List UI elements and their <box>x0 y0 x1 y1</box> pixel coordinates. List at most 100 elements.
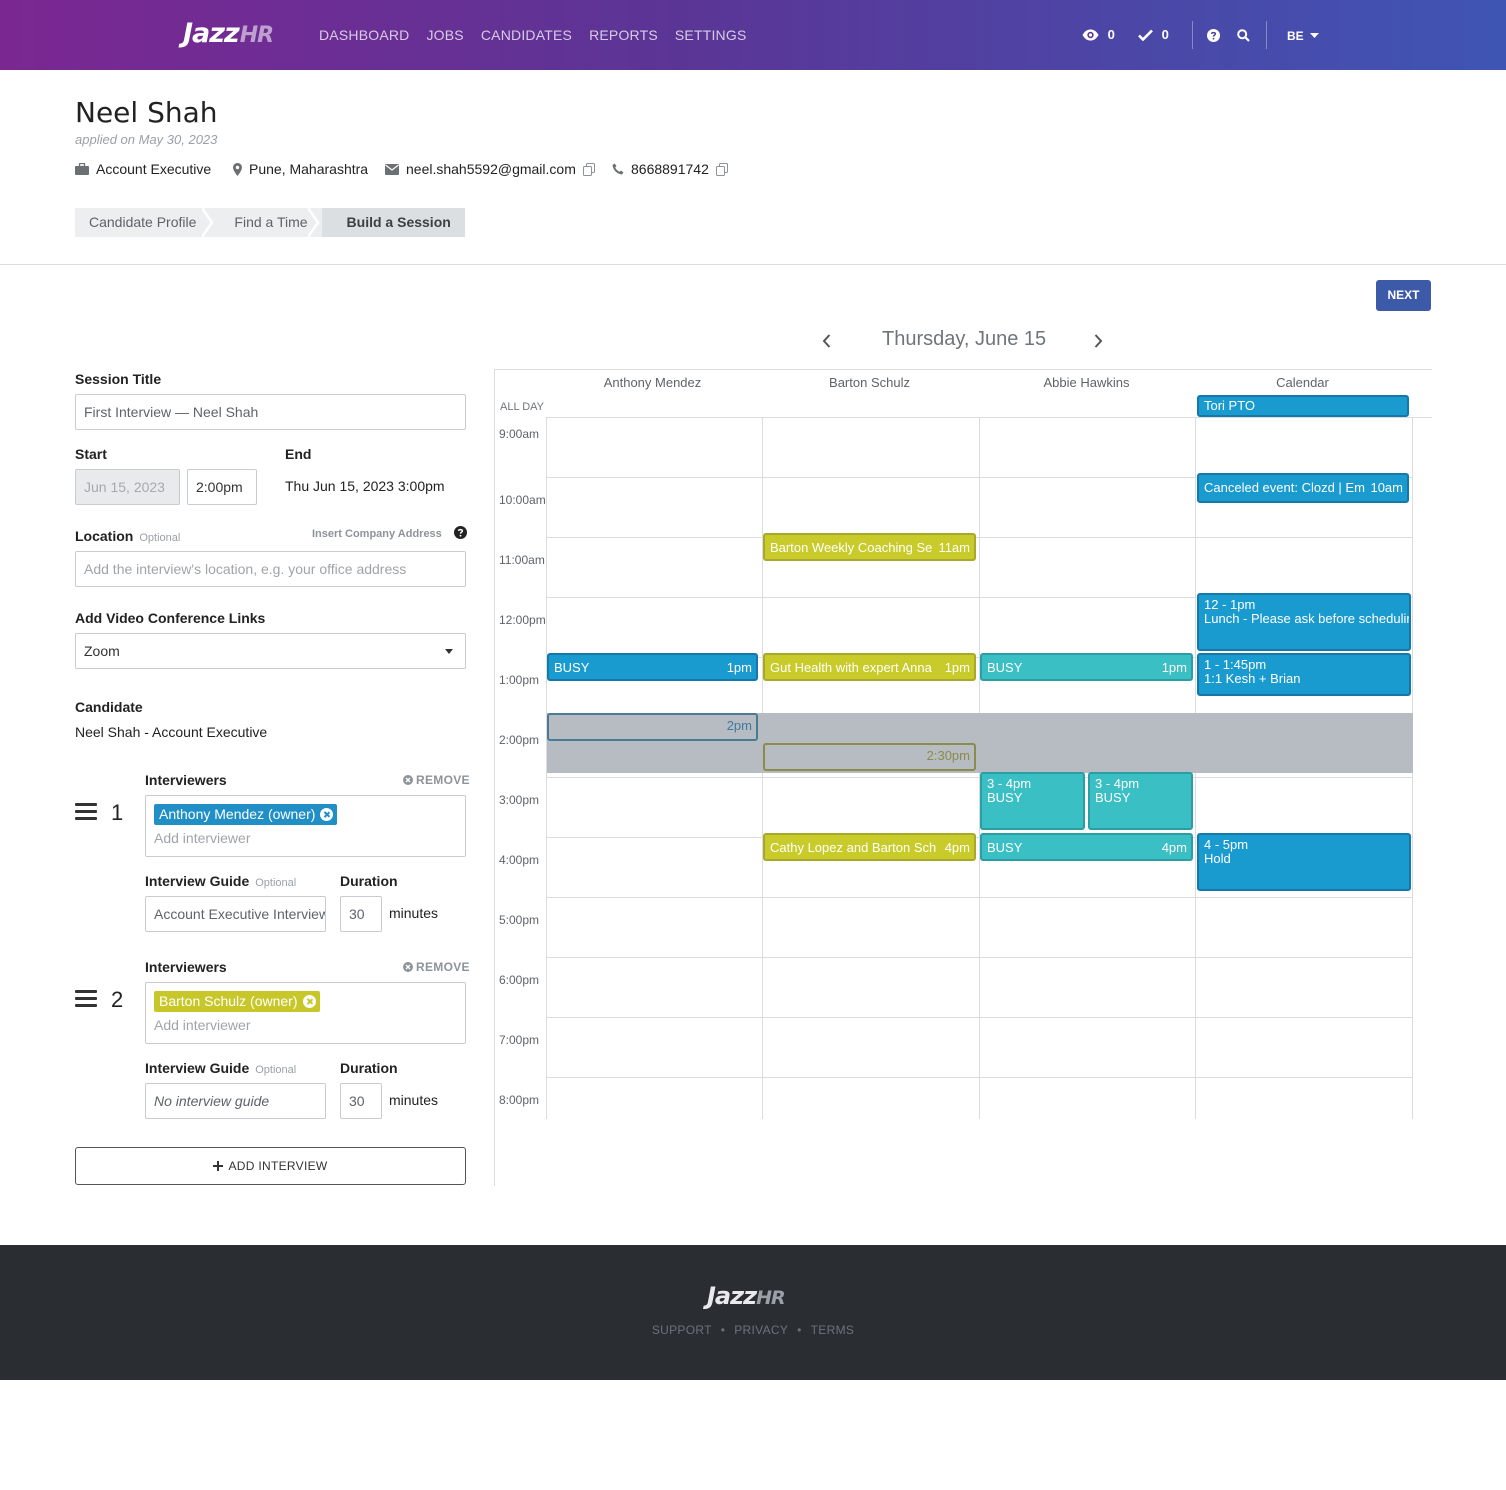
nav-candidates[interactable]: CANDIDATES <box>480 27 573 43</box>
duration-label: Duration <box>340 1060 398 1076</box>
interviewer-chip[interactable]: Anthony Mendez (owner) <box>154 804 338 825</box>
help-button[interactable] <box>1207 28 1220 43</box>
calendar-event[interactable]: BUSY 4pm <box>980 833 1193 861</box>
nav-reports[interactable]: REPORTS <box>589 27 658 43</box>
calendar-event[interactable]: Barton Weekly Coaching Se 11am <box>763 533 976 561</box>
step-find-a-time[interactable]: Find a Time <box>210 208 322 237</box>
event-title: 1:1 Kesh + Brian <box>1204 671 1301 686</box>
step-label: Candidate Profile <box>89 214 197 230</box>
calendar-event[interactable]: 3 - 4pm BUSY <box>1088 772 1193 830</box>
hour-gridline <box>547 897 1413 898</box>
candidate-label: Candidate <box>75 699 143 715</box>
chip-label: Barton Schulz (owner) <box>159 993 298 1009</box>
calendar-event[interactable]: Tori PTO <box>1197 395 1409 417</box>
drag-handle-icon[interactable] <box>75 990 97 1011</box>
time-label: 8:00pm <box>499 1093 540 1107</box>
interview-guide-input[interactable]: No interview guide <box>145 1083 326 1119</box>
event-title: BUSY <box>554 660 590 675</box>
insert-company-address-link[interactable]: Insert Company Address <box>312 528 442 540</box>
location-input[interactable]: Add the interview's location, e.g. your … <box>75 551 466 587</box>
nav-jobs[interactable]: JOBS <box>426 27 464 43</box>
hour-gridline <box>547 417 1432 418</box>
event-title: Lunch - Please ask before scheduling <box>1204 611 1411 626</box>
interviewers-field[interactable]: Barton Schulz (owner) Add interviewer <box>145 982 466 1044</box>
next-day-icon[interactable] <box>1094 334 1103 348</box>
calendar-event[interactable]: 12 - 1pm Lunch - Please ask before schedu… <box>1197 593 1411 651</box>
phone-text[interactable]: 8668891742 <box>631 161 709 177</box>
start-date-input[interactable]: Jun 15, 2023 <box>75 469 180 505</box>
location-label: Location Optional <box>75 528 180 544</box>
event-time: 10am <box>1366 475 1403 501</box>
map-marker-icon <box>233 162 242 176</box>
proposed-interview[interactable]: 2:30pm <box>763 743 976 771</box>
event-time: 1pm <box>726 660 752 675</box>
drag-handle-icon[interactable] <box>75 803 97 824</box>
time-label: 4:00pm <box>499 853 540 867</box>
remove-interview-button[interactable]: REMOVE <box>403 773 470 787</box>
calendar-event[interactable]: Cathy Lopez and Barton Sch 4pm <box>763 833 976 861</box>
copy-icon[interactable] <box>582 162 595 176</box>
calendar-event[interactable]: 3 - 4pm BUSY <box>980 772 1085 830</box>
calendar-event[interactable]: Gut Health with expert Anna 1pm <box>763 653 976 681</box>
views-counter[interactable]: 0 <box>1082 27 1115 42</box>
calendar-event[interactable]: Canceled event: Clozd | Em 10am <box>1197 473 1409 503</box>
search-button[interactable] <box>1237 28 1250 43</box>
nav-dashboard[interactable]: DASHBOARD <box>319 27 410 43</box>
copy-icon[interactable] <box>715 162 728 176</box>
interviewers-label: Interviewers <box>145 772 227 788</box>
tasks-counter[interactable]: 0 <box>1138 27 1169 42</box>
candidate-name: Neel Shah <box>75 96 218 129</box>
email-text[interactable]: neel.shah5592@gmail.com <box>406 161 576 177</box>
duration-input[interactable]: 30 <box>340 1083 382 1119</box>
event-title: Barton Weekly Coaching Se <box>770 540 933 555</box>
proposed-interview[interactable]: 2pm <box>547 713 758 741</box>
add-interviewer-placeholder[interactable]: Add interviewer <box>154 830 251 846</box>
step-separator <box>202 208 214 237</box>
location-placeholder: Add the interview's location, e.g. your … <box>84 561 407 577</box>
help-icon[interactable] <box>454 526 467 539</box>
interview-number: 2 <box>111 987 124 1012</box>
add-interview-button[interactable]: ADD INTERVIEW <box>75 1147 466 1185</box>
footer-link-support[interactable]: SUPPORT <box>651 1323 712 1337</box>
candidate-value: Neel Shah - Account Executive <box>75 724 268 740</box>
user-menu[interactable]: BE <box>1287 28 1320 43</box>
end-value: Thu Jun 15, 2023 3:00pm <box>285 478 445 494</box>
remove-chip-icon[interactable] <box>302 995 316 1008</box>
views-count: 0 <box>1107 27 1115 42</box>
footer-link-terms[interactable]: TERMS <box>810 1323 855 1337</box>
footer-links: SUPPORT • PRIVACY • TERMS <box>0 1323 1506 1337</box>
remove-label: REMOVE <box>416 960 470 974</box>
nav-settings[interactable]: SETTINGS <box>674 27 747 43</box>
step-candidate-profile[interactable]: Candidate Profile <box>75 208 211 237</box>
remove-chip-icon[interactable] <box>320 808 334 821</box>
column-header: Anthony Mendez <box>603 375 702 390</box>
top-navbar: JazzHR DASHBOARD JOBS CANDIDATES REPORTS… <box>0 0 1506 70</box>
add-interviewer-placeholder[interactable]: Add interviewer <box>154 1017 251 1033</box>
calendar-event[interactable]: 4 - 5pm Hold <box>1197 833 1411 891</box>
footer-logo[interactable]: JazzHR <box>707 1282 786 1310</box>
hour-gridline <box>547 537 1413 538</box>
next-button[interactable]: NEXT <box>1376 280 1431 311</box>
duration-label: Duration <box>340 873 398 889</box>
jazzhr-logo[interactable]: JazzHR <box>183 18 274 49</box>
footer-link-privacy[interactable]: PRIVACY <box>734 1323 789 1337</box>
interview-guide-input[interactable]: Account Executive Interview <box>145 896 326 932</box>
start-time-input[interactable]: 2:00pm <box>187 469 257 505</box>
interviewer-chip[interactable]: Barton Schulz (owner) <box>154 991 320 1012</box>
step-build-a-session[interactable]: Build a Session <box>321 208 465 237</box>
calendar-event[interactable]: 1 - 1:45pm 1:1 Kesh + Brian <box>1197 653 1411 696</box>
remove-interview-button[interactable]: REMOVE <box>403 960 470 974</box>
candidate-email: neel.shah5592@gmail.com <box>385 161 602 177</box>
time-label: 2:00pm <box>499 733 540 747</box>
video-conference-select[interactable]: Zoom <box>75 633 466 669</box>
interviewers-field[interactable]: Anthony Mendez (owner) Add interviewer <box>145 795 466 857</box>
previous-day-icon[interactable] <box>822 334 831 348</box>
duration-input[interactable]: 30 <box>340 896 382 932</box>
logo-text: Jazz <box>707 1282 757 1310</box>
calendar-event[interactable]: BUSY 1pm <box>980 653 1193 681</box>
start-label: Start <box>75 446 107 462</box>
minutes-label: minutes <box>389 905 439 921</box>
session-title-input[interactable]: First Interview — Neel Shah <box>75 394 466 430</box>
interview-guide-label: Interview Guide Optional <box>145 873 296 889</box>
calendar-event[interactable]: BUSY 1pm <box>547 653 758 681</box>
